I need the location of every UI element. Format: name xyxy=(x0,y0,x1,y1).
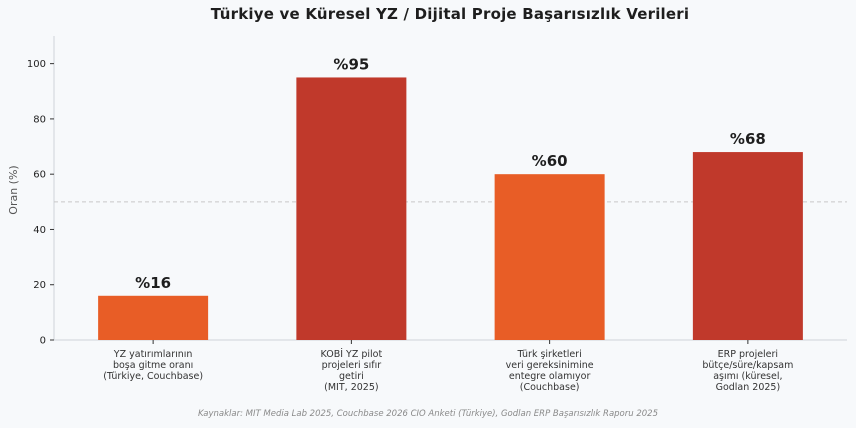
category-label: Türk şirketleri veri gereksinimine entegre… xyxy=(506,349,594,393)
value-label: %60 xyxy=(532,152,568,170)
y-tick-label: 60 xyxy=(33,170,46,181)
y-tick-label: 80 xyxy=(33,114,46,125)
category-label-line: bütçe/süre/kapsam xyxy=(702,360,793,371)
y-tick-label: 20 xyxy=(33,280,46,291)
category-label-line: boşa gitme oranı xyxy=(113,360,193,371)
category-label-line: entegre olamıyor xyxy=(509,371,591,382)
category-label-line: (Türkiye, Couchbase) xyxy=(103,371,203,382)
category-label-line: YZ yatırımlarının xyxy=(113,349,193,360)
bars xyxy=(98,77,803,341)
y-axis-title: Oran (%) xyxy=(7,165,20,214)
category-label-line: ERP projeleri xyxy=(718,349,778,360)
category-label-line: projeleri sıfır xyxy=(322,360,382,371)
bar xyxy=(494,174,605,340)
chart-title: Türkiye ve Küresel YZ / Dijital Proje Ba… xyxy=(210,5,690,23)
category-label: YZ yatırımlarının boşa gitme oranı (Türkiy… xyxy=(103,349,203,382)
value-label: %16 xyxy=(135,274,171,292)
category-label-line: Godlan 2025) xyxy=(716,382,781,393)
category-label-line: aşımı (küresel, xyxy=(713,371,782,382)
category-label-line: veri gereksinimine xyxy=(506,360,594,371)
value-label: %68 xyxy=(730,130,766,148)
category-label-line: (Couchbase) xyxy=(520,382,580,393)
source-note: Kaynaklar: MIT Media Lab 2025, Couchbase… xyxy=(198,409,658,419)
bar xyxy=(296,77,407,341)
category-label: ERP projeleri bütçe/süre/kapsam aşımı (kür… xyxy=(702,349,793,393)
y-tick-label: 100 xyxy=(27,59,46,70)
category-label-line: KOBİ YZ pilot xyxy=(321,349,383,360)
y-tick-label: 0 xyxy=(40,336,46,347)
category-label: KOBİ YZ pilot projeleri sıfır getiri (MIT, … xyxy=(321,349,383,393)
bar xyxy=(692,152,803,340)
y-tick-label: 40 xyxy=(33,225,46,236)
category-label-line: getiri xyxy=(339,371,364,382)
value-label: %95 xyxy=(333,55,369,73)
category-label-line: Türk şirketleri xyxy=(517,349,582,360)
bar xyxy=(98,295,209,340)
labels: %16 YZ yatırımlarının boşa gitme oranı (Tür… xyxy=(103,55,793,393)
category-label-line: (MIT, 2025) xyxy=(324,382,378,393)
